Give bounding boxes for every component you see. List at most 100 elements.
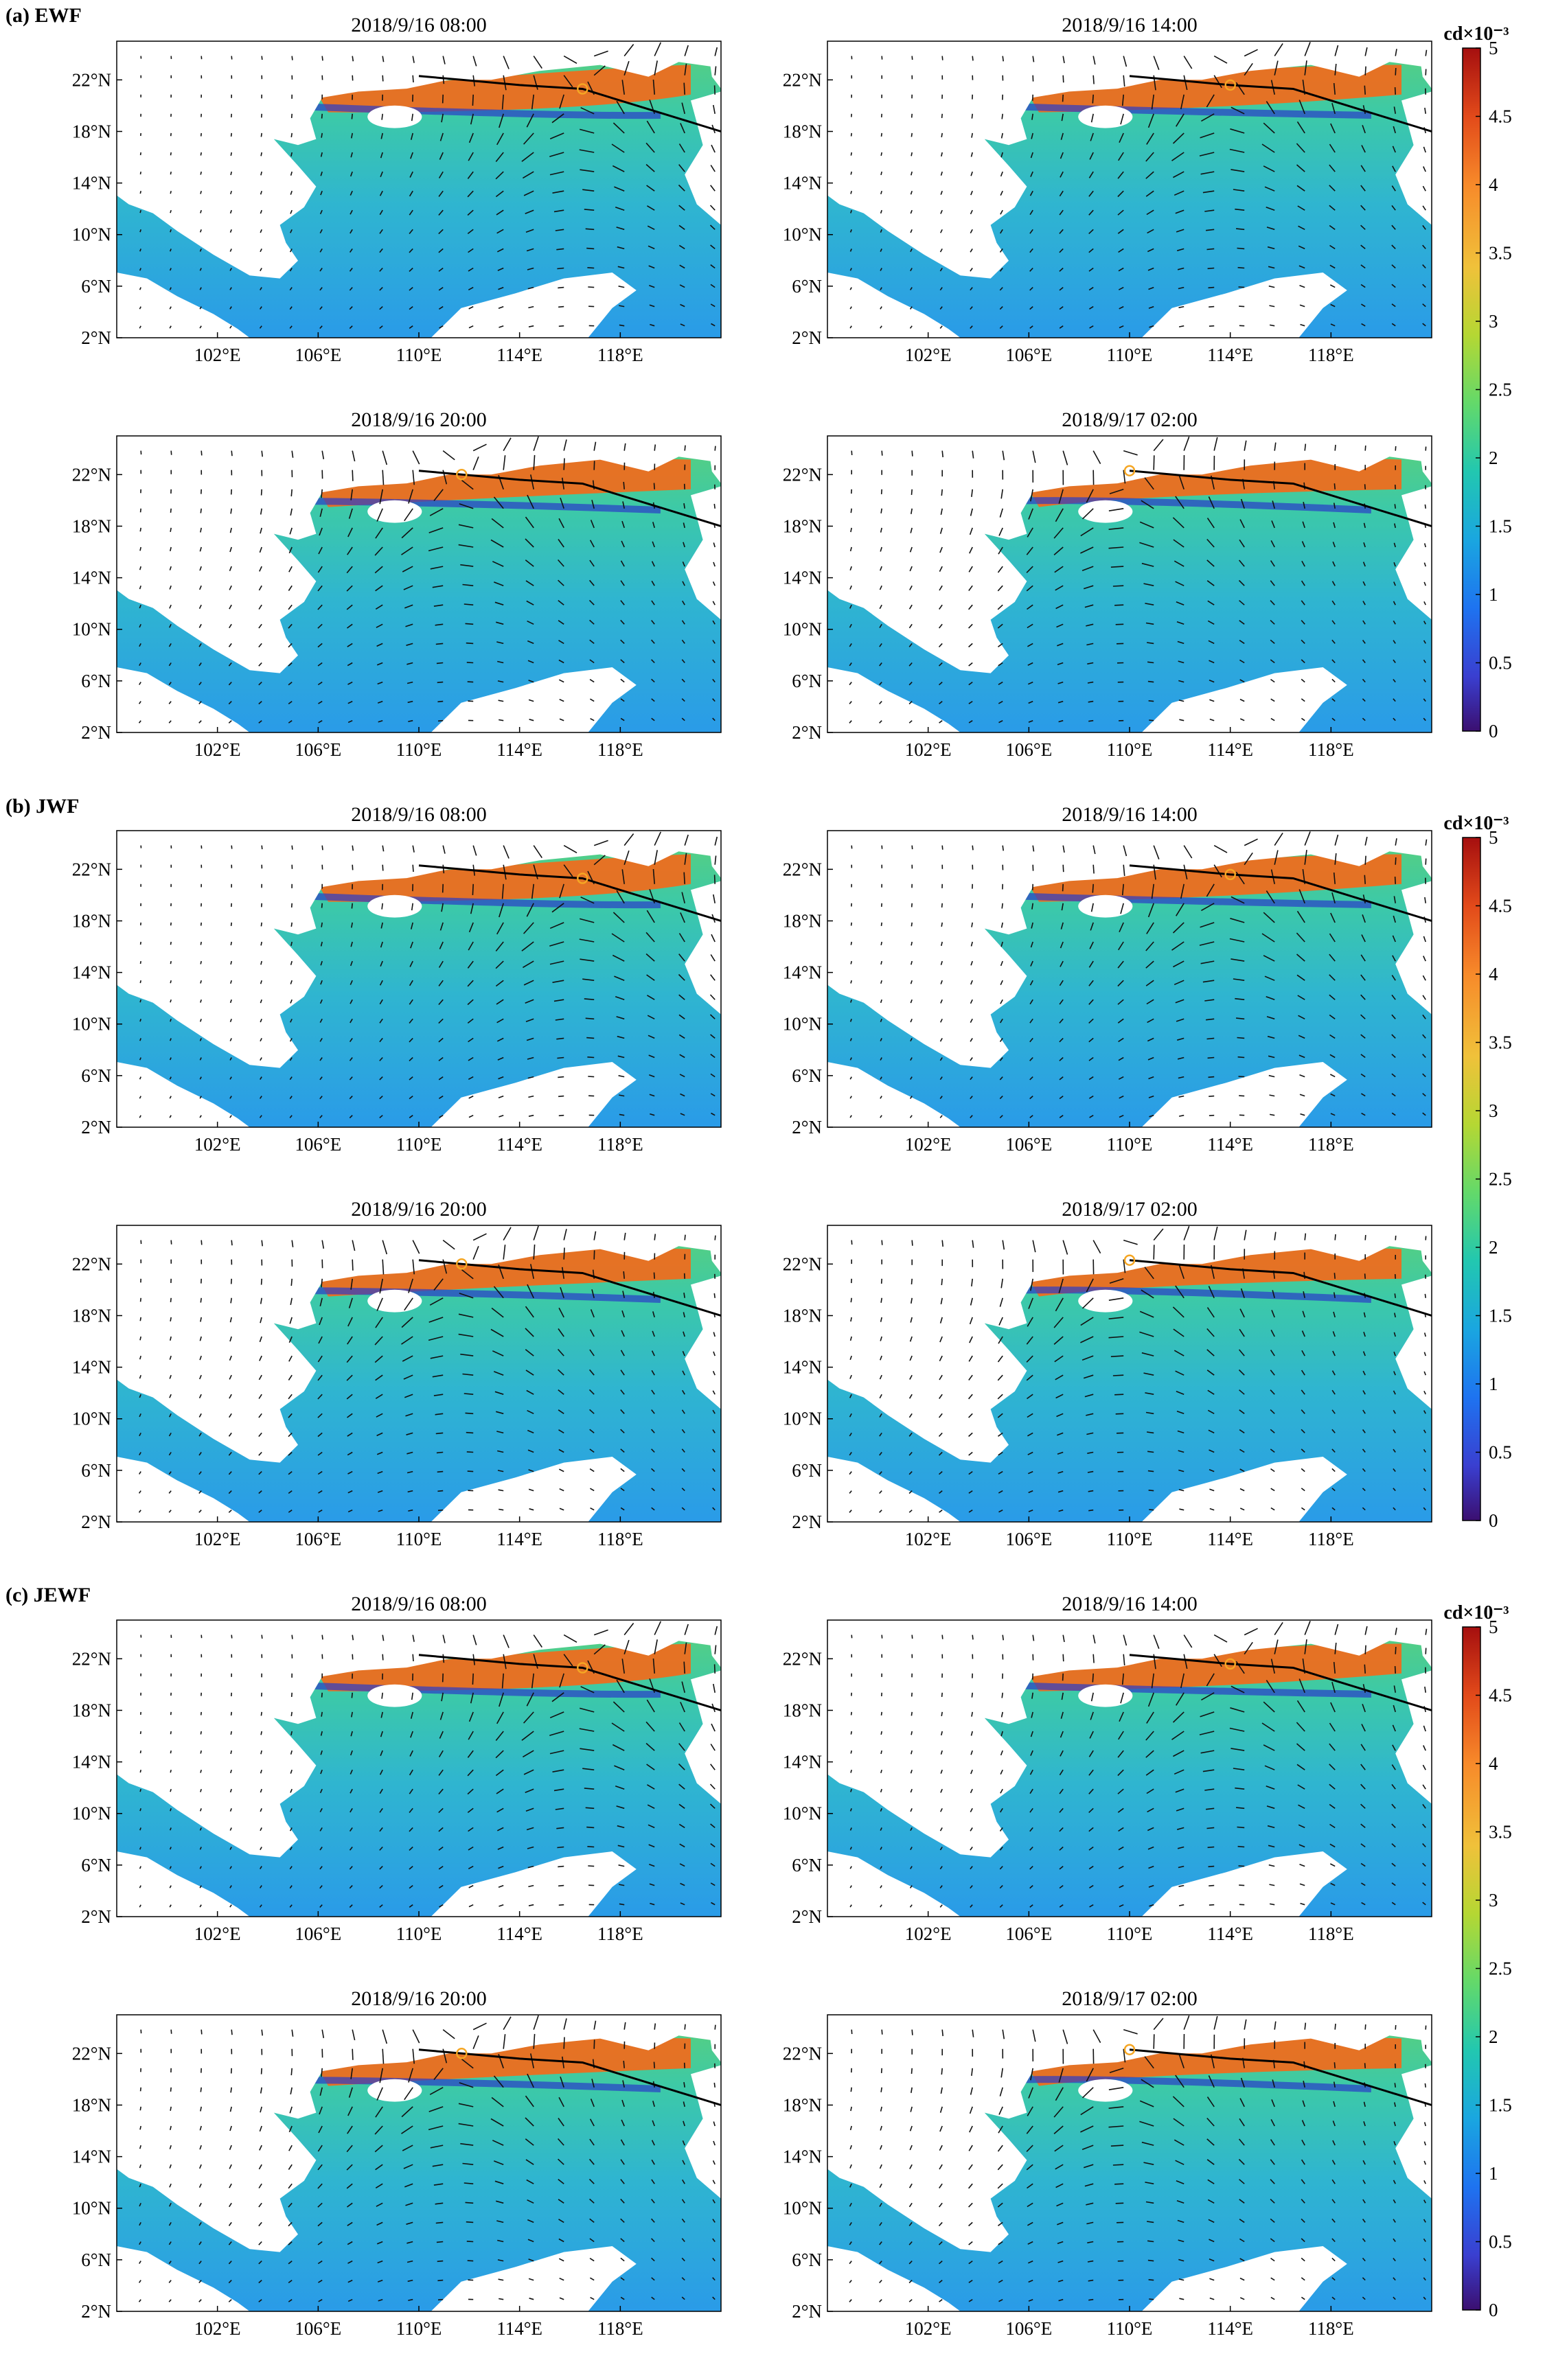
y-tick-label: 22°N [783,69,822,90]
wind-vectors [138,436,716,724]
typhoon-center-marker [456,469,468,481]
land-mask [827,2015,1432,2252]
y-tick-label: 18°N [783,1700,822,1720]
colorbar-tick-label: 3 [1489,1890,1498,1910]
land-mask [117,2015,721,2252]
map-panel: 2018/9/16 08:00 22°N 18°N 14°N 10°N 6°N 2°N 102… [72,1593,722,1944]
y-tick-label: 18°N [72,1305,111,1326]
x-tick-label: 106°E [1005,1923,1052,1944]
section-label: (b) JWF [5,795,80,818]
colorbar-tick-label: 5 [1489,827,1498,848]
land-mask [117,1457,250,1522]
colorbar-unit: cd×10⁻³ [1443,813,1509,834]
x-tick-label: 114°E [496,1923,542,1944]
x-tick-label: 118°E [597,1529,643,1549]
colorbar-tick-label: 0.5 [1489,2232,1512,2252]
typhoon-center-marker [1123,2044,1136,2055]
land-mask [709,2024,721,2063]
panel-title: 2018/9/16 08:00 [351,1593,487,1615]
x-tick-label: 102°E [905,1134,952,1155]
typhoon-track [1129,2048,1432,2106]
low-drag-band [1008,2076,1372,2092]
colorbar-tick-label: 4 [1489,964,1498,984]
x-tick-label: 118°E [597,2318,643,2339]
land-mask [431,1457,637,1522]
x-tick-label: 102°E [905,739,952,760]
y-tick-label: 2°N [792,2301,822,2322]
x-tick-label: 106°E [1005,739,1052,760]
y-tick-label: 18°N [783,910,822,931]
colorbar-tick-label: 3.5 [1489,243,1512,264]
y-tick-label: 6°N [81,1460,111,1481]
land-mask [827,41,1432,279]
y-tick-label: 2°N [792,327,822,348]
x-tick-label: 110°E [396,1529,442,1549]
y-tick-label: 6°N [792,1855,822,1875]
typhoon-track [418,75,722,132]
y-tick-label: 14°N [72,173,111,194]
land-mask [685,1275,721,1409]
y-tick-label: 22°N [72,859,111,879]
hainan-island [1078,2079,1133,2102]
map-panel: 2018/9/16 14:00 22°N 18°N 14°N 10°N 6°N 2°N 102… [783,803,1432,1155]
x-tick-label: 110°E [1107,2318,1153,2339]
land-mask [1395,881,1432,1015]
typhoon-center-marker [577,1662,588,1674]
land-mask [827,1851,961,1917]
land-mask [431,1062,637,1127]
x-tick-label: 118°E [1308,1529,1354,1549]
land-mask [431,2246,637,2311]
x-tick-label: 118°E [1308,739,1354,760]
x-tick-label: 114°E [496,345,542,365]
y-tick-label: 18°N [72,1700,111,1720]
land-mask [709,50,721,89]
y-tick-label: 22°N [72,1648,111,1669]
panel-title: 2018/9/17 02:00 [1062,1987,1198,2010]
x-tick-label: 110°E [396,345,442,365]
land-mask [827,1062,961,1127]
y-tick-label: 2°N [81,2301,111,2322]
land-mask [827,436,1432,673]
colorbar-tick-label: 4 [1489,174,1498,195]
x-tick-label: 102°E [194,1134,241,1155]
y-tick-label: 14°N [783,2147,822,2167]
land-mask [709,1629,721,1668]
land-mask [117,2246,250,2311]
land-mask [117,1062,250,1127]
y-tick-label: 10°N [783,224,822,245]
colorbar-tick-label: 2 [1489,1237,1498,1258]
x-tick-label: 114°E [496,739,542,760]
x-tick-label: 102°E [905,1529,952,1549]
land-mask [685,2065,721,2199]
x-tick-label: 114°E [1207,1923,1253,1944]
y-tick-label: 10°N [72,224,111,245]
typhoon-center-marker [1224,1658,1236,1670]
wind-vectors [849,1225,1427,1513]
wind-vectors [849,831,1428,1118]
land-mask [117,41,721,279]
x-tick-label: 118°E [597,1923,643,1944]
hainan-island [367,105,422,128]
y-tick-label: 6°N [792,276,822,297]
x-tick-label: 118°E [1308,345,1354,365]
colorbar-unit: cd×10⁻³ [1443,1602,1509,1624]
y-tick-label: 6°N [81,276,111,297]
map-panel: 2018/9/16 08:00 22°N 18°N 14°N 10°N 6°N 2°N 102… [72,803,722,1155]
y-tick-label: 22°N [72,2043,111,2064]
panel-title: 2018/9/16 14:00 [1062,803,1198,826]
land-mask [431,273,637,338]
y-tick-label: 2°N [81,1117,111,1137]
y-tick-label: 10°N [783,1409,822,1429]
wind-vectors [138,1225,716,1513]
typhoon-track [1129,1259,1432,1317]
y-tick-label: 14°N [72,568,111,588]
land-mask [1141,667,1347,732]
map-panel: 2018/9/17 02:00 22°N 18°N 14°N 10°N 6°N 2°N 102… [783,1198,1432,1549]
y-tick-label: 10°N [72,1803,111,1824]
colorbar-tick-label: 2 [1489,448,1498,468]
land-mask [1141,273,1347,338]
colorbar: cd×10⁻³5 4.5 4 3.5 3 2.5 2 1.5 1 0.5 0 [1443,813,1511,1531]
map-panel: 2018/9/16 20:00 22°N 18°N 14°N 10°N 6°N 2°N 102… [72,1987,722,2339]
typhoon-track [418,2048,722,2106]
x-tick-label: 114°E [1207,345,1253,365]
